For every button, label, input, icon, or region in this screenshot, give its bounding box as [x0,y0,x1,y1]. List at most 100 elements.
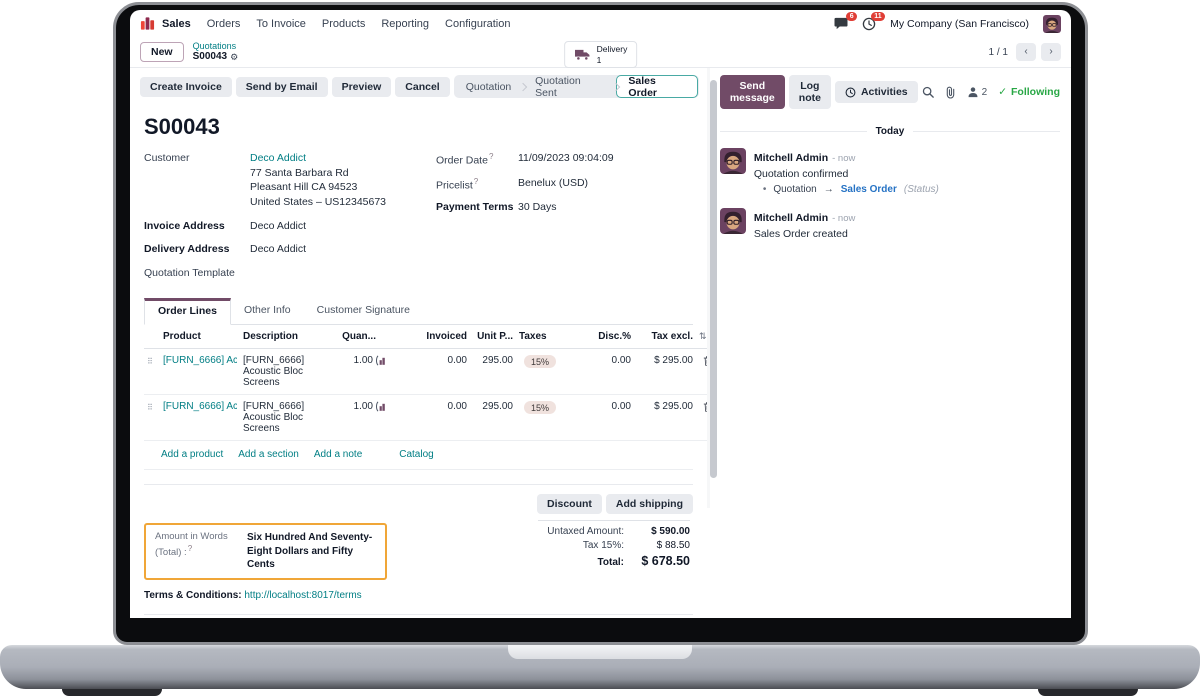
col-quantity[interactable]: Quan... [326,325,390,350]
invoice-address-value[interactable]: Deco Addict [250,219,307,232]
product-link[interactable]: [FURN_6666] Acoust [163,401,237,413]
drag-handle-icon[interactable]: ⠿ [144,394,160,442]
status-quotation[interactable]: Quotation [465,80,512,93]
customer-link[interactable]: Deco Addict [250,152,307,164]
order-line-row: ⠿ [FURN_6666] Acoust [FURN_6666] Acousti… [144,394,716,442]
add-shipping-button[interactable]: Add shipping [605,494,693,515]
catalog-link[interactable]: Catalog [399,449,434,461]
col-taxes[interactable]: Taxes [516,325,568,350]
line-subtotal: $ 295.00 [634,394,696,442]
tax-tag[interactable]: 15% [524,355,557,369]
tab-order-lines[interactable]: Order Lines [144,298,231,326]
tax-tag[interactable]: 15% [524,401,557,415]
drag-handle-icon[interactable]: ⠿ [144,348,160,396]
pager-next-button[interactable]: › [1041,43,1061,61]
customer-label: Customer [144,152,190,164]
line-discount[interactable]: 0.00 [568,394,634,442]
send-message-button[interactable]: Send message [719,75,785,109]
create-invoice-button[interactable]: Create Invoice [140,76,232,97]
order-date-value[interactable]: 11/09/2023 09:04:09 [518,152,614,164]
attachments-button[interactable] [945,86,956,99]
nav-item-reporting[interactable]: Reporting [381,17,430,30]
bullet-icon: • [762,184,767,195]
new-button[interactable]: New [140,42,184,62]
forecast-icon[interactable] [375,355,387,366]
gear-icon[interactable]: ⚙ [230,52,239,62]
pricelist-value[interactable]: Benelux (USD) [518,176,589,189]
nav-item-configuration[interactable]: Configuration [445,17,511,30]
col-discount[interactable]: Disc.% [568,325,634,350]
tax-value: $ 88.50 [656,540,690,552]
nav-item-products[interactable]: Products [321,17,366,30]
col-subtotal[interactable]: Tax excl. [634,325,696,350]
line-unit-price[interactable]: 295.00 [470,394,516,442]
message-avatar [719,148,746,174]
line-discount[interactable]: 0.00 [568,348,634,396]
tab-customer-signature[interactable]: Customer Signature [316,304,411,317]
line-unit-price[interactable]: 295.00 [470,348,516,396]
nav-item-to-invoice[interactable]: To Invoice [256,17,306,30]
followers-button[interactable]: 2 [967,86,987,98]
terms-link[interactable]: http://localhost:8017/terms [244,589,362,601]
pager-previous-button[interactable]: ‹ [1016,43,1036,61]
vertical-scrollbar[interactable] [707,68,717,508]
app-name[interactable]: Sales [162,17,191,30]
col-unit-price[interactable]: Unit P... [470,325,516,350]
untaxed-label: Untaxed Amount: [547,526,624,538]
line-quantity[interactable]: 1.00 [353,355,373,367]
company-switcher[interactable]: My Company (San Francisco) [890,17,1029,30]
breadcrumb: Quotations S00043 ⚙ [193,41,239,63]
payment-terms-value[interactable]: 30 Days [518,201,557,213]
order-line-row: ⠿ [FURN_6666] Acoust [FURN_6666] Acousti… [144,348,716,396]
today-divider: Today [719,126,1061,137]
message-body: Sales Order created [753,228,848,240]
following-button[interactable]: ✓ Following [998,86,1060,98]
scrollbar-thumb[interactable] [710,80,717,478]
nav-item-orders[interactable]: Orders [206,17,241,30]
product-link[interactable]: [FURN_6666] Acoust [163,355,237,367]
help-marker: ? [187,543,193,553]
status-sales-order[interactable]: Sales Order [616,75,698,99]
status-quotation-sent[interactable]: Quotation Sent [535,74,581,99]
control-panel: New Quotations S00043 ⚙ Delivery 1 [130,37,1071,69]
delivery-smart-button[interactable]: Delivery 1 [563,41,638,69]
navbar-right: 6 11 My Company (San Francisco) [834,11,1061,33]
add-product-link[interactable]: Add a product [161,449,224,461]
col-invoiced[interactable]: Invoiced [390,325,470,350]
message-time: - now [832,153,856,164]
tab-other-info[interactable]: Other Info [243,304,291,317]
statusbar: Quotation Quotation Sent Sales Order [453,74,699,99]
send-by-email-button[interactable]: Send by Email [235,76,328,97]
user-avatar[interactable] [1043,14,1061,33]
laptop-foot [62,687,162,696]
line-invoiced: 0.00 [390,348,470,396]
message-avatar [719,208,746,234]
messages-menu[interactable]: 6 [834,12,858,30]
search-messages-button[interactable] [922,86,934,98]
delivery-address-value[interactable]: Deco Addict [250,243,307,256]
breadcrumb-parent[interactable]: Quotations [192,41,237,52]
divider-label: Today [875,126,905,137]
log-note-button[interactable]: Log note [788,75,831,109]
delivery-button-label: Delivery [596,44,628,54]
col-description[interactable]: Description [240,325,326,350]
main-area: Create Invoice Send by Email Preview Can… [130,68,1071,618]
forecast-icon[interactable] [375,401,387,412]
add-note-link[interactable]: Add a note [313,449,363,461]
check-icon: ✓ [998,86,1007,98]
col-product[interactable]: Product [160,325,240,350]
cancel-button[interactable]: Cancel [395,76,450,97]
footer-buttons: Discount Add shipping [144,485,693,520]
preview-button[interactable]: Preview [331,76,392,97]
optional-columns-icon[interactable]: ⇅ [699,331,707,342]
activities-menu[interactable]: 11 [862,11,886,31]
app-menu[interactable]: Sales [140,16,191,31]
top-navbar: Sales Orders To Invoice Products Reporti… [130,10,1071,37]
discount-button[interactable]: Discount [537,494,602,515]
line-description[interactable]: [FURN_6666] Acoustic Bloc Screens [240,348,326,396]
line-description[interactable]: [FURN_6666] Acoustic Bloc Screens [240,394,326,442]
line-quantity[interactable]: 1.00 [353,401,373,413]
add-section-link[interactable]: Add a section [238,449,299,461]
activities-button[interactable]: Activities [834,81,918,103]
paperclip-icon [946,86,954,98]
